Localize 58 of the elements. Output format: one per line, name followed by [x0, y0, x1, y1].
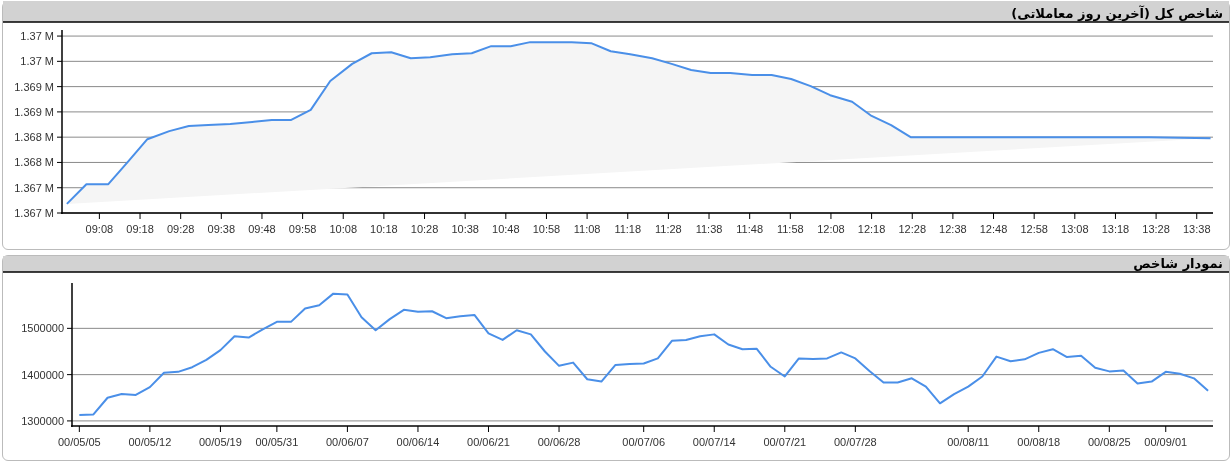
x-tick-label: 12:38 — [939, 223, 967, 235]
y-tick-label: 1.368 M — [14, 156, 54, 169]
y-tick-label: 1.368 M — [14, 131, 54, 144]
x-tick-label: 11:18 — [614, 223, 642, 235]
x-tick-label: 09:08 — [85, 223, 114, 235]
x-tick-label: 00/05/05 — [57, 436, 101, 448]
x-tick-label: 13:38 — [1182, 223, 1211, 235]
x-tick-label: 10:58 — [532, 223, 561, 235]
x-tick-label: 00/07/14 — [692, 436, 736, 448]
y-tick-label: 1.367 M — [14, 207, 54, 219]
y-tick-label: 1.367 M — [14, 181, 54, 194]
x-tick-label: 00/07/28 — [833, 436, 877, 448]
x-tick-label: 00/08/25 — [1087, 436, 1131, 448]
x-tick-label: 11:38 — [695, 223, 723, 235]
x-tick-label: 11:28 — [655, 223, 682, 235]
x-tick-label: 10:48 — [492, 223, 520, 235]
x-tick-label: 09:18 — [126, 223, 154, 235]
x-tick-label: 10:38 — [451, 223, 479, 235]
x-tick-label: 10:28 — [410, 223, 439, 235]
x-tick-label: 12:28 — [898, 223, 927, 235]
x-tick-label: 00/08/18 — [1017, 436, 1061, 448]
x-tick-label: 12:48 — [979, 223, 1008, 235]
x-tick-label: 09:48 — [248, 223, 276, 235]
x-tick-label: 00/06/21 — [467, 436, 510, 448]
y-tick-label: 1.37 M — [20, 30, 54, 43]
x-tick-label: 00/05/31 — [255, 436, 299, 448]
x-tick-label: 11:58 — [776, 223, 804, 235]
y-tick-label: 1.369 M — [14, 105, 54, 118]
chart-title: نمودار شاخص — [1133, 256, 1223, 271]
x-tick-label: 13:08 — [1061, 223, 1089, 235]
x-tick-label: 09:28 — [166, 223, 195, 235]
x-tick-label: 00/06/07 — [325, 436, 369, 448]
y-tick-label: 1.369 M — [14, 80, 54, 93]
x-tick-label: 10:18 — [370, 223, 398, 235]
x-tick-label: 00/07/06 — [622, 436, 666, 448]
x-tick-label: 13:28 — [1142, 223, 1170, 235]
x-tick-label: 12:58 — [1020, 223, 1048, 235]
x-tick-label: 10:08 — [329, 223, 357, 235]
x-tick-label: 00/07/21 — [763, 436, 807, 448]
x-tick-label: 00/06/14 — [396, 436, 440, 448]
x-tick-label: 00/05/12 — [128, 436, 172, 448]
chart-title: شاخص کل (آخرین روز معاملاتی) — [1011, 6, 1223, 21]
y-tick-label: 1500000 — [21, 322, 64, 335]
x-tick-label: 13:18 — [1101, 223, 1130, 235]
x-tick-label: 00/06/28 — [537, 436, 581, 448]
y-tick-label: 1400000 — [21, 368, 64, 381]
y-tick-label: 1.37 M — [20, 55, 54, 68]
y-tick-label: 1300000 — [21, 414, 64, 427]
x-tick-label: 00/09/01 — [1144, 436, 1188, 448]
x-tick-label: 12:18 — [857, 223, 886, 235]
x-tick-label: 09:38 — [207, 223, 236, 235]
x-tick-label: 00/08/11 — [947, 436, 990, 448]
line-series — [78, 292, 1210, 416]
x-tick-label: 11:08 — [573, 223, 601, 235]
x-tick-label: 09:58 — [288, 223, 317, 235]
x-tick-label: 00/05/19 — [199, 436, 242, 448]
x-tick-label: 12:08 — [817, 223, 845, 235]
x-tick-label: 11:48 — [736, 223, 764, 235]
